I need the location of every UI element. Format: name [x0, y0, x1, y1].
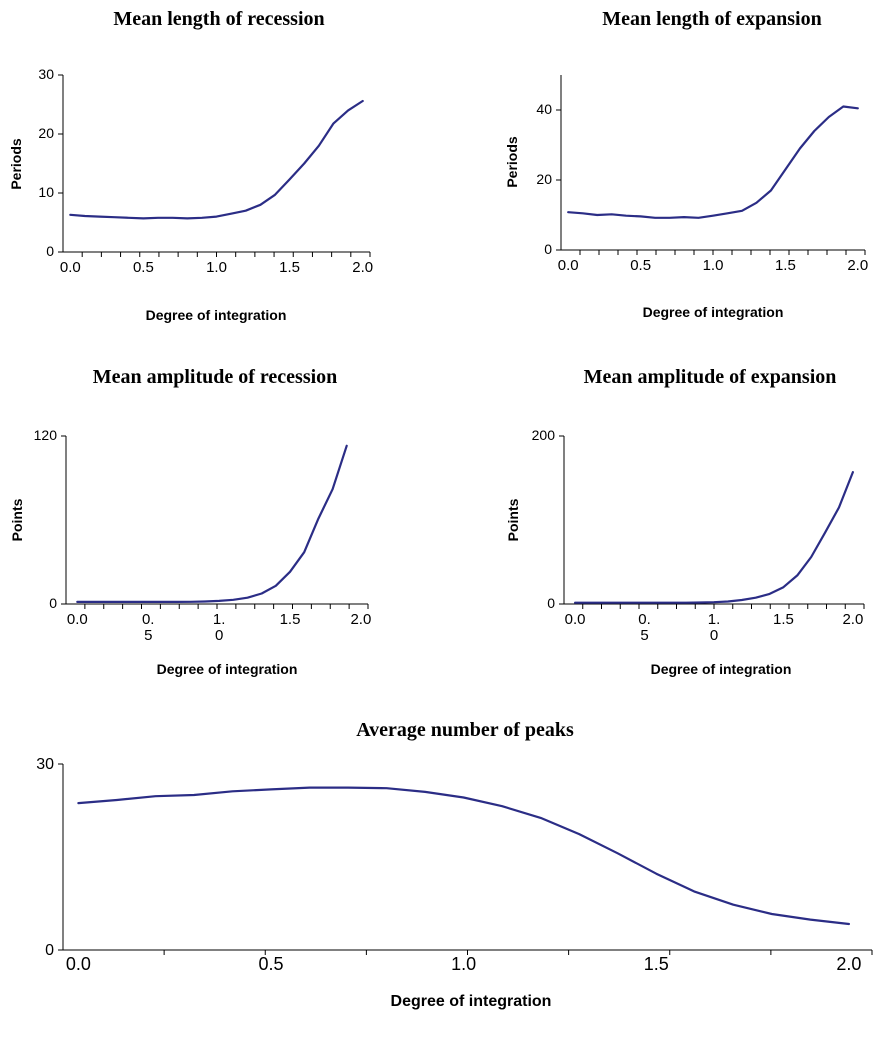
- chart-4-x-tick-label: 0.: [638, 611, 651, 628]
- chart-2-x-tick-label: 1.0: [703, 257, 724, 274]
- chart-3-x-tick-label: 0: [215, 627, 223, 644]
- x-axis-label-expansion-length: Degree of integration: [642, 304, 784, 320]
- chart-1-x-tick-label: 1.0: [206, 259, 227, 276]
- chart-3-y-tick-label: 0: [49, 595, 57, 611]
- chart-4-x-tick-label: 0: [710, 627, 718, 644]
- chart-1-y-tick-label: 0: [46, 243, 54, 259]
- chart-1-y-tick-label: 20: [38, 125, 54, 141]
- chart-4-y-tick-label: 200: [532, 427, 556, 443]
- chart-title-expansion-amplitude: Mean amplitude of expansion: [583, 366, 837, 388]
- chart-2-x-tick-label: 1.5: [775, 257, 796, 274]
- chart-3-x-tick-label: 1.: [213, 611, 226, 628]
- chart-1-x-tick-label: 0.5: [133, 259, 154, 276]
- chart-5-y-tick-label: 30: [36, 756, 54, 773]
- chart-3-x-tick-label: 5: [144, 627, 152, 644]
- chart-1-series-line: [69, 99, 364, 220]
- chart-1-y-tick-label: 10: [38, 184, 54, 200]
- chart-title-recession-length: Mean length of recession: [113, 8, 325, 30]
- chart-2-x-tick-label: 0.5: [630, 257, 651, 274]
- chart-4-x-tick-label: 1.5: [773, 611, 794, 628]
- chart-1-x-tick-label: 0.0: [60, 259, 81, 276]
- x-axis-label-recession-amplitude: Degree of integration: [156, 661, 298, 677]
- chart-4-x-tick-label: 0.0: [565, 611, 586, 628]
- chart-title-expansion-length: Mean length of expansion: [602, 8, 822, 30]
- chart-2-y-tick-label: 20: [536, 171, 552, 187]
- chart-2-y-tick-label: 40: [536, 101, 552, 117]
- chart-2-series-line: [567, 105, 859, 219]
- x-axis-label-peaks: Degree of integration: [390, 993, 552, 1010]
- chart-title-recession-amplitude: Mean amplitude of recession: [92, 366, 338, 388]
- chart-4-y-tick-label: 0: [547, 595, 555, 611]
- chart-3-y-tick-label: 120: [34, 427, 58, 443]
- chart-1-y-tick-label: 30: [38, 66, 54, 82]
- chart-5-y-tick-label: 0: [45, 942, 54, 959]
- chart-2-x-tick-label: 2.0: [847, 257, 868, 274]
- chart-5-x-tick-label: 2.0: [836, 954, 861, 974]
- chart-4-x-tick-label: 5: [640, 627, 648, 644]
- chart-4-x-tick-label: 2.0: [842, 611, 863, 628]
- chart-3-x-tick-label: 1.5: [280, 611, 301, 628]
- chart-5-x-tick-label: 1.5: [644, 954, 669, 974]
- chart-5-series-line: [77, 786, 851, 926]
- chart-5-x-tick-label: 1.0: [451, 954, 476, 974]
- chart-title-peaks: Average number of peaks: [356, 719, 574, 741]
- chart-2-x-tick-label: 0.0: [558, 257, 579, 274]
- chart-3-x-tick-label: 2.0: [350, 611, 371, 628]
- chart-1-x-tick-label: 1.5: [279, 259, 300, 276]
- x-axis-label-recession-length: Degree of integration: [145, 307, 287, 323]
- chart-4-series-line: [573, 471, 855, 604]
- chart-4-x-tick-label: 1.: [708, 611, 721, 628]
- chart-3-series-line: [76, 444, 348, 604]
- chart-5-x-tick-label: 0.0: [66, 954, 91, 974]
- chart-2-y-tick-label: 0: [544, 241, 552, 257]
- chart-3-x-tick-label: 0.0: [67, 611, 88, 628]
- chart-5-x-tick-label: 0.5: [259, 954, 284, 974]
- chart-3-x-tick-label: 0.: [142, 611, 155, 628]
- chart-1-x-tick-label: 2.0: [352, 259, 373, 276]
- x-axis-label-expansion-amplitude: Degree of integration: [650, 661, 792, 677]
